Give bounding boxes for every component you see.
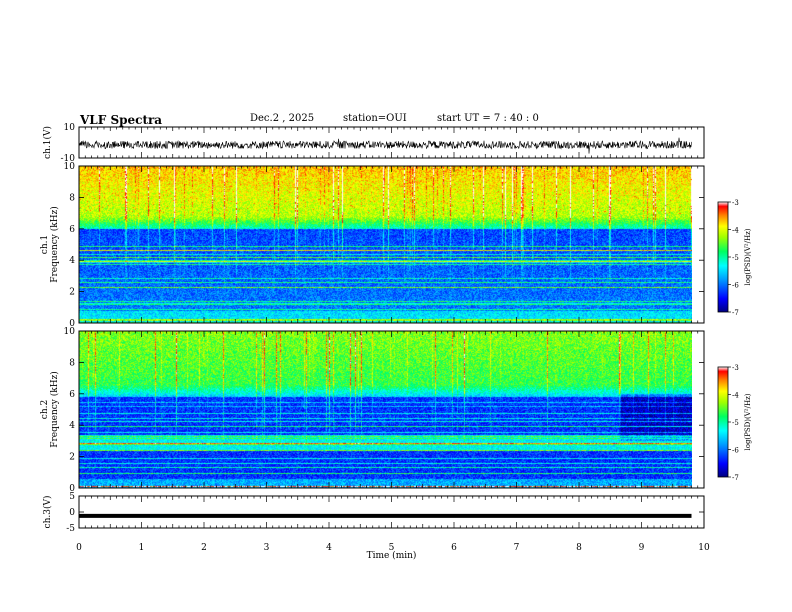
start-time-label: start UT = 7 : 40 : 0 (437, 113, 539, 124)
y-tick-label: 2 (69, 288, 75, 298)
colorbar-tick-label: -4 (732, 392, 739, 400)
ch1-spectrogram (79, 166, 692, 323)
y-tick-label: -10 (61, 154, 76, 164)
ch1-y-label: ch.1(V) (42, 126, 53, 159)
y-tick-label: 10 (64, 327, 76, 337)
x-tick-label: 3 (264, 543, 270, 553)
colorbar-tick-label: -7 (732, 474, 739, 482)
x-tick-label: 5 (389, 543, 395, 553)
x-tick-label: 8 (576, 543, 582, 553)
colorbar-tick-label: -7 (732, 309, 739, 317)
colorbar-label: log(PSD)(V²/Hz) (744, 393, 752, 450)
x-tick-label: 10 (698, 543, 710, 553)
colorbar-tick-label: -6 (732, 447, 739, 455)
y-tick-label: 0 (69, 508, 75, 518)
y-tick-label: 0 (69, 484, 75, 494)
colorbar-ch2 (717, 366, 729, 478)
colorbar-label: log(PSD)(V²/Hz) (744, 228, 752, 285)
x-tick-label: 9 (639, 543, 645, 553)
ch2-spec-channel-label: ch.2 (40, 400, 50, 419)
ch1-waveform (78, 137, 692, 154)
colorbar-tick-label: -3 (732, 199, 739, 207)
y-tick-label: -5 (66, 524, 75, 534)
y-tick-label: 6 (69, 225, 75, 235)
y-tick-label: 2 (69, 453, 75, 463)
x-tick-label: 0 (76, 543, 82, 553)
colorbar-tick-label: -4 (732, 227, 739, 235)
colorbar-tick-label: -5 (732, 254, 739, 262)
chart-title: VLF Spectra (80, 113, 163, 127)
y-tick-label: 8 (69, 193, 75, 203)
x-tick-label: 7 (514, 543, 520, 553)
y-tick-label: 0 (69, 319, 75, 329)
y-tick-label: 10 (64, 123, 76, 133)
ch1-frequency-label: Frequency (kHz) (49, 206, 60, 283)
station-label: station=OUI (343, 113, 407, 124)
ch2-spectrogram (79, 331, 692, 488)
y-tick-label: 5 (69, 492, 75, 502)
x-tick-label: 4 (326, 543, 332, 553)
y-tick-label: 8 (69, 358, 75, 368)
x-axis-label: Time (min) (367, 550, 417, 561)
ch3-y-label: ch.3(V) (42, 496, 53, 529)
date-label: Dec.2 , 2025 (250, 113, 315, 124)
y-tick-label: 6 (69, 390, 75, 400)
colorbar-ch1 (717, 201, 729, 313)
x-tick-label: 1 (139, 543, 145, 553)
ch1-spec-channel-label: ch.1 (40, 235, 50, 254)
y-tick-label: 4 (69, 421, 75, 431)
ch2-frequency-label: Frequency (kHz) (49, 371, 60, 448)
colorbar-tick-label: -5 (732, 419, 739, 427)
x-tick-label: 2 (201, 543, 207, 553)
y-tick-label: 4 (69, 256, 75, 266)
colorbar-tick-label: -6 (732, 282, 739, 290)
x-tick-label: 6 (451, 543, 457, 553)
colorbar-tick-label: -3 (732, 364, 739, 372)
y-tick-label: 10 (64, 162, 76, 172)
